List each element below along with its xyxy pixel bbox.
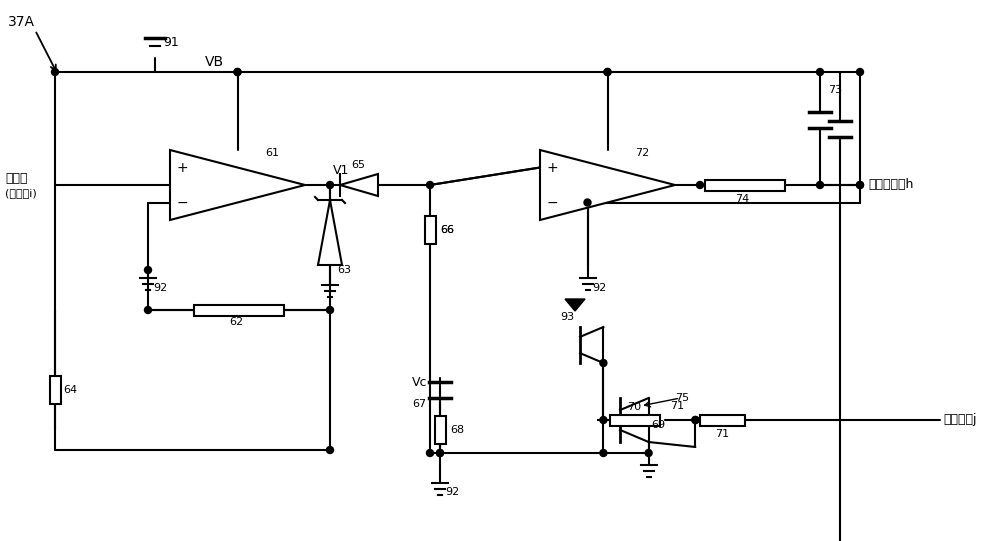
Circle shape — [144, 307, 152, 313]
Bar — [194, 305, 284, 315]
Text: 66: 66 — [440, 225, 454, 235]
Text: 37A: 37A — [8, 15, 35, 29]
Text: 63: 63 — [337, 265, 351, 275]
Circle shape — [234, 69, 241, 76]
Text: 71: 71 — [715, 429, 729, 439]
Circle shape — [144, 267, 152, 274]
Text: 72: 72 — [635, 148, 649, 158]
Bar — [705, 180, 785, 190]
Text: 峰值保持值h: 峰值保持值h — [868, 179, 913, 192]
Bar — [434, 416, 446, 444]
Circle shape — [436, 450, 444, 457]
Circle shape — [426, 450, 434, 457]
Text: 91: 91 — [163, 36, 179, 49]
Circle shape — [326, 181, 334, 188]
Circle shape — [692, 417, 699, 424]
Polygon shape — [170, 150, 305, 220]
Bar — [50, 376, 60, 404]
Text: 输入波: 输入波 — [5, 173, 28, 186]
Circle shape — [696, 181, 704, 188]
Polygon shape — [318, 200, 342, 265]
Text: Vc: Vc — [412, 375, 428, 388]
Text: 66: 66 — [440, 225, 454, 235]
Circle shape — [600, 450, 607, 457]
Circle shape — [816, 181, 824, 188]
Circle shape — [856, 181, 864, 188]
Circle shape — [856, 181, 864, 188]
Text: 69: 69 — [652, 420, 666, 430]
Text: 71: 71 — [670, 401, 685, 411]
Circle shape — [600, 417, 607, 424]
Text: +: + — [177, 161, 189, 175]
Polygon shape — [540, 150, 675, 220]
Circle shape — [52, 69, 58, 76]
Text: 67: 67 — [412, 399, 426, 409]
Text: 复位信号j: 复位信号j — [943, 413, 976, 426]
Circle shape — [326, 307, 334, 313]
Circle shape — [604, 69, 611, 76]
Text: 64: 64 — [63, 385, 77, 395]
Text: 92: 92 — [153, 283, 167, 293]
Text: +: + — [547, 161, 559, 175]
Text: 92: 92 — [592, 283, 607, 293]
Text: 75: 75 — [675, 393, 690, 403]
Text: 92: 92 — [445, 487, 459, 497]
Text: 61: 61 — [265, 148, 279, 158]
Circle shape — [584, 199, 591, 206]
Circle shape — [326, 446, 334, 453]
Polygon shape — [565, 299, 585, 311]
Circle shape — [426, 181, 434, 188]
Text: (接收波i): (接收波i) — [5, 188, 37, 198]
Text: VB: VB — [205, 55, 224, 69]
Polygon shape — [340, 174, 378, 196]
Text: −: − — [547, 195, 559, 209]
Bar — [700, 414, 745, 426]
Text: 62: 62 — [229, 317, 243, 327]
Circle shape — [600, 360, 607, 366]
Text: 70: 70 — [627, 402, 642, 412]
Text: 74: 74 — [735, 194, 749, 204]
Circle shape — [234, 69, 241, 76]
Bar — [610, 414, 660, 426]
Text: 93: 93 — [560, 312, 574, 322]
Circle shape — [645, 450, 652, 457]
Circle shape — [692, 417, 699, 424]
Bar — [424, 216, 436, 244]
Circle shape — [436, 450, 444, 457]
Text: 73: 73 — [828, 85, 842, 95]
Text: 68: 68 — [450, 425, 464, 435]
Text: 65: 65 — [351, 160, 365, 170]
Circle shape — [816, 69, 824, 76]
Circle shape — [856, 69, 864, 76]
Text: V1: V1 — [333, 164, 349, 177]
Circle shape — [604, 69, 611, 76]
Text: −: − — [177, 195, 189, 209]
